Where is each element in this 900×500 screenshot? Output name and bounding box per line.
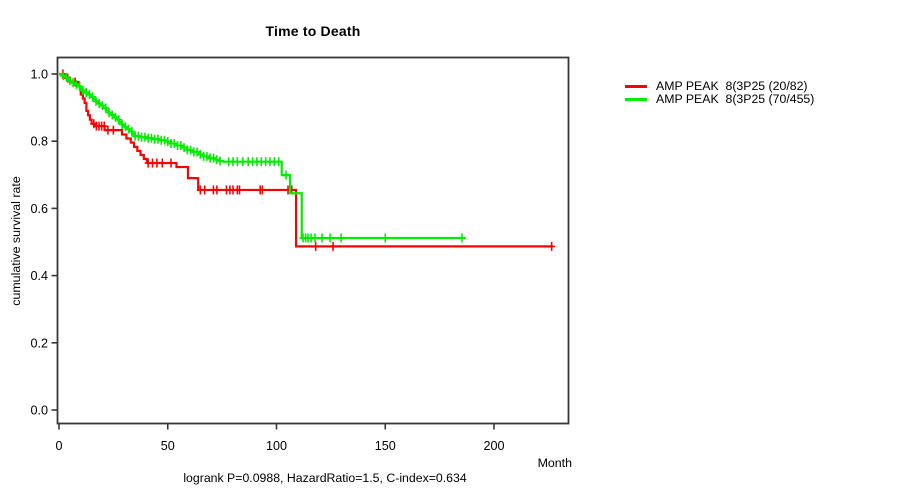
legend-label-red: AMP PEAK 8(3P25 (20/82) (656, 79, 808, 93)
x-tick-label: 50 (161, 439, 175, 453)
x-axis-title: Month (537, 456, 572, 470)
y-tick-label: 0.0 (30, 404, 48, 418)
legend: AMP PEAK 8(3P25 (20/82) AMP PEAK 8(3P25 … (625, 80, 814, 106)
survival-curve-green (59, 72, 466, 240)
censor-marks-red (59, 69, 556, 251)
legend-item-red: AMP PEAK 8(3P25 (20/82) (625, 80, 814, 93)
y-tick-label: 0.2 (30, 336, 48, 350)
y-tick-label: 1.0 (30, 68, 48, 82)
chart-title: Time to Death (265, 23, 361, 39)
legend-item-green: AMP PEAK 8(3P25 (70/455) (625, 93, 814, 106)
survival-curve-red (59, 72, 553, 248)
x-tick-label: 200 (483, 439, 504, 453)
plot-frame (56, 56, 570, 425)
y-tick-label: 0.8 (30, 135, 48, 149)
y-tick-label: 0.4 (30, 269, 48, 283)
y-tick-label: 0.6 (30, 202, 48, 216)
legend-label-green: AMP PEAK 8(3P25 (70/455) (656, 92, 815, 106)
statistics-annotation: logrank P=0.0988, HazardRatio=1.5, C-ind… (183, 471, 467, 485)
x-tick-label: 0 (55, 439, 62, 453)
legend-line-swatch-red (625, 85, 647, 88)
x-tick-label: 150 (375, 439, 396, 453)
x-tick-label: 100 (266, 439, 287, 453)
legend-line-swatch-green (625, 98, 647, 101)
censor-marks-green (59, 71, 466, 243)
